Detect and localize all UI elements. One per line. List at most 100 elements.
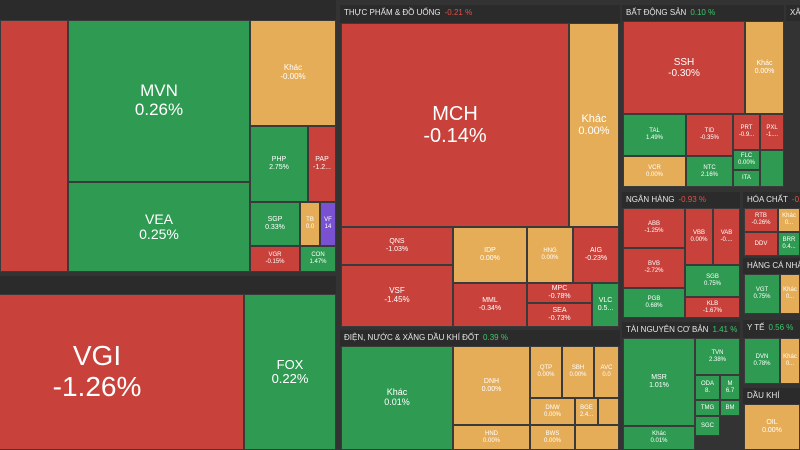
stock-change: -0.15% xyxy=(265,259,285,265)
stock-tile: DVN 0.78% xyxy=(744,338,780,384)
stock-change: 0.0 xyxy=(305,224,315,230)
stock-tile: Khác 0.01% xyxy=(623,426,695,450)
stock-change: 0.00% xyxy=(569,372,587,378)
sector-header: THỰC PHẨM & ĐỒ UỐNG -0.21 % xyxy=(340,5,620,23)
stock-symbol: MVN xyxy=(140,81,178,101)
stock-change: 0.75% xyxy=(703,281,721,287)
stock-change: -1.... xyxy=(765,132,778,138)
stock-change: 0... xyxy=(785,361,795,367)
stock-tile: Khác 0... xyxy=(778,208,800,232)
stock-tile: PRT -0.9... xyxy=(733,114,760,150)
stock-change: 6.7 xyxy=(725,387,735,394)
stock-symbol: ITA xyxy=(742,175,751,182)
stock-symbol: TMG xyxy=(700,404,715,411)
stock-change: 0.00% xyxy=(482,437,500,444)
stock-symbol: VF xyxy=(324,217,332,224)
stock-symbol: Khác xyxy=(386,387,408,398)
stock-change: 0.00% xyxy=(541,255,559,261)
stock-change: 0.5... xyxy=(597,305,614,312)
sector-title: TÀI NGUYÊN CƠ BẢN xyxy=(626,325,709,334)
stock-symbol: KLB xyxy=(706,300,719,307)
stock-change: -0.78% xyxy=(548,293,571,300)
stock-symbol: VSF xyxy=(389,286,405,296)
stock-change: 1.01% xyxy=(649,382,669,389)
stock-change: 0.25% xyxy=(139,226,179,242)
stock-symbol: Khác xyxy=(652,431,666,438)
stock-change: 0.00% xyxy=(480,255,500,262)
stock-tile: VLC 0.5... xyxy=(592,283,619,327)
stock-tile: TB 0.0 xyxy=(300,202,320,246)
stock-symbol: DNH xyxy=(483,377,500,385)
stock-tile: HND 0.00% xyxy=(453,425,530,450)
sector-title: BẤT ĐỘNG SẢN xyxy=(626,8,687,17)
sector-header: Y TẾ 0.56 % xyxy=(743,320,800,338)
stock-tile: RTB -0.26% xyxy=(744,208,778,232)
stock-symbol: SGP xyxy=(267,216,283,224)
sector-header xyxy=(0,0,336,20)
stock-change: 2.4... xyxy=(579,411,594,418)
stock-symbol: Khác xyxy=(581,112,607,125)
stock-symbol: BGE xyxy=(580,404,593,411)
sector-change: -0.21 % xyxy=(444,8,473,17)
stock-tile: SGB 0.75% xyxy=(685,265,740,297)
stock-symbol: PHP xyxy=(271,156,287,164)
stock-symbol: PGB xyxy=(647,296,661,303)
stock-symbol: VCR xyxy=(648,164,661,171)
tile-blank xyxy=(598,398,619,425)
sector-title: THỰC PHẨM & ĐỒ UỐNG xyxy=(344,8,441,17)
stock-tile: MSR 1.01% xyxy=(623,338,695,426)
stock-symbol: BRR xyxy=(782,237,796,244)
stock-change: 0.33% xyxy=(265,224,285,231)
stock-symbol: VAB xyxy=(720,229,733,236)
stock-symbol: VGT xyxy=(755,287,769,294)
stock-change: -1.25% xyxy=(644,228,664,234)
stock-tile: DNW 0.00% xyxy=(530,398,575,425)
stock-tile: Khác 0... xyxy=(780,338,800,384)
stock-tile: BGE 2.4... xyxy=(575,398,598,425)
stock-change: -0.23% xyxy=(584,255,608,262)
sector-header: TÀI NGUYÊN CƠ BẢN 1.41 % xyxy=(622,322,740,338)
stock-symbol: MML xyxy=(482,297,498,305)
stock-tile: PHP 2.75% xyxy=(250,126,308,202)
stock-tile: SBH 0.00% xyxy=(562,346,594,398)
stock-symbol: IDP xyxy=(484,247,496,255)
sector-change: 1.41 % xyxy=(712,325,738,334)
sector-change: -0.93 % xyxy=(678,195,707,204)
stock-symbol: MCH xyxy=(432,103,478,125)
stock-tile: AIG -0.23% xyxy=(573,227,619,283)
stock-symbol: SEA xyxy=(552,307,567,315)
stock-change: 0.00% xyxy=(537,372,555,378)
stock-change: 0.00% xyxy=(543,437,561,444)
stock-change: 2.38% xyxy=(708,356,726,363)
stock-symbol: TID xyxy=(704,128,715,135)
stock-symbol: Khác xyxy=(783,354,797,361)
stock-change: 0.78% xyxy=(753,361,771,367)
stock-tile: MVN 0.26% xyxy=(68,20,250,182)
sector-change: 0.56 % xyxy=(768,323,794,332)
stock-tile: SGC xyxy=(695,416,720,436)
stock-tile: SSH -0.30% xyxy=(623,21,745,114)
sector-change: 0.10 % xyxy=(690,8,716,17)
stock-tile: DDV xyxy=(744,232,778,256)
sector-header: DẦU KHÍ xyxy=(743,388,800,404)
stock-symbol: AIG xyxy=(589,247,603,255)
stock-tile: FLC 0.00% xyxy=(733,150,760,170)
stock-change: 0.0 xyxy=(602,372,611,378)
stock-tile: ABB -1.25% xyxy=(623,208,685,248)
stock-symbol: SGC xyxy=(700,422,714,429)
stock-change: -1.03% xyxy=(385,246,409,253)
sector-title: XÂ xyxy=(790,8,800,17)
sector-change: -0... xyxy=(791,195,800,204)
stock-change: 0.01% xyxy=(384,397,410,407)
stock-symbol: AVC xyxy=(600,365,613,372)
stock-change: -1.26% xyxy=(52,371,142,402)
stock-change: 2.75% xyxy=(269,164,289,171)
sector-title: HÓA CHẤT xyxy=(747,195,788,204)
stock-tile: NTC 2.16% xyxy=(686,156,733,187)
stock-change: -0.30% xyxy=(668,67,700,79)
stock-tile: IDP 0.00% xyxy=(453,227,527,283)
stock-change: 1.49% xyxy=(645,135,663,141)
stock-symbol: VGI xyxy=(72,340,122,372)
stock-tile: Khác 0.00% xyxy=(569,23,619,227)
sector-header: XÂ xyxy=(786,5,800,21)
